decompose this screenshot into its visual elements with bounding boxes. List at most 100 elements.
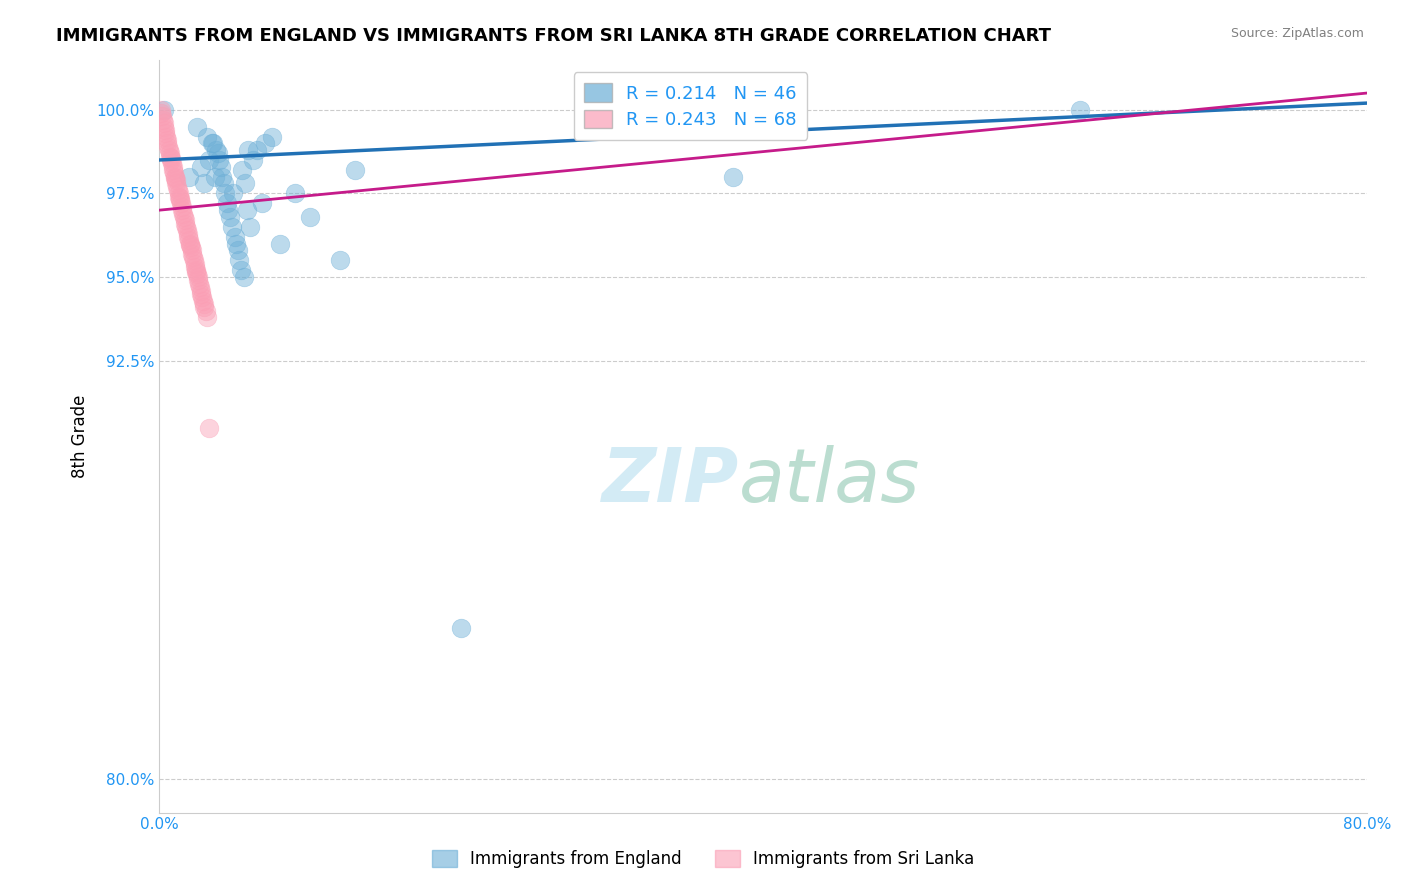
Point bbox=[202, 136, 225, 151]
Point bbox=[150, 110, 173, 124]
Point bbox=[187, 273, 209, 287]
Point bbox=[186, 267, 208, 281]
Point bbox=[214, 186, 236, 201]
Point bbox=[211, 169, 233, 184]
Point bbox=[215, 196, 238, 211]
Point bbox=[165, 177, 187, 191]
Point bbox=[198, 420, 221, 434]
Point bbox=[188, 277, 211, 291]
Point bbox=[329, 253, 352, 268]
Legend: R = 0.214   N = 46, R = 0.243   N = 68: R = 0.214 N = 46, R = 0.243 N = 68 bbox=[574, 72, 807, 140]
Point bbox=[162, 160, 184, 174]
Point bbox=[190, 160, 212, 174]
Point bbox=[239, 219, 262, 234]
Point bbox=[180, 244, 202, 258]
Point bbox=[183, 253, 205, 268]
Point bbox=[198, 153, 221, 167]
Point bbox=[298, 210, 321, 224]
Point bbox=[159, 151, 181, 165]
Point bbox=[193, 300, 215, 314]
Point bbox=[191, 290, 214, 304]
Point bbox=[163, 169, 186, 184]
Point bbox=[193, 297, 215, 311]
Point bbox=[219, 210, 242, 224]
Point bbox=[208, 153, 231, 167]
Point bbox=[179, 169, 201, 184]
Point bbox=[221, 219, 243, 234]
Point bbox=[149, 103, 172, 117]
Point bbox=[284, 186, 307, 201]
Point bbox=[167, 183, 190, 197]
Point bbox=[253, 136, 276, 151]
Point bbox=[169, 193, 191, 207]
Point bbox=[180, 240, 202, 254]
Point bbox=[167, 186, 190, 201]
Point bbox=[190, 284, 212, 298]
Legend: Immigrants from England, Immigrants from Sri Lanka: Immigrants from England, Immigrants from… bbox=[425, 843, 981, 875]
Point bbox=[187, 270, 209, 285]
Point bbox=[205, 143, 228, 157]
Point bbox=[184, 263, 207, 277]
Point bbox=[242, 153, 264, 167]
Point bbox=[195, 129, 218, 144]
Point bbox=[153, 126, 176, 140]
Point bbox=[201, 136, 224, 151]
Point bbox=[212, 177, 235, 191]
Point bbox=[204, 169, 226, 184]
Point bbox=[153, 120, 176, 134]
Point bbox=[165, 173, 187, 187]
Point bbox=[174, 217, 197, 231]
Point bbox=[190, 286, 212, 301]
Point bbox=[174, 219, 197, 234]
Point bbox=[225, 236, 247, 251]
Point bbox=[160, 156, 183, 170]
Point bbox=[152, 116, 174, 130]
Point bbox=[152, 112, 174, 127]
Point bbox=[250, 196, 273, 211]
Point bbox=[194, 303, 217, 318]
Point bbox=[1069, 103, 1091, 117]
Point bbox=[150, 106, 173, 120]
Point bbox=[236, 143, 259, 157]
Point bbox=[224, 230, 246, 244]
Point bbox=[179, 236, 201, 251]
Point bbox=[172, 203, 194, 218]
Point bbox=[156, 136, 179, 151]
Point bbox=[269, 236, 291, 251]
Point bbox=[155, 133, 177, 147]
Point bbox=[170, 196, 193, 211]
Point bbox=[169, 192, 191, 206]
Point bbox=[181, 250, 204, 264]
Point bbox=[166, 179, 188, 194]
Text: Source: ZipAtlas.com: Source: ZipAtlas.com bbox=[1230, 27, 1364, 40]
Point bbox=[721, 169, 744, 184]
Text: ZIP: ZIP bbox=[602, 445, 738, 517]
Point bbox=[235, 203, 257, 218]
Point bbox=[172, 206, 194, 220]
Point bbox=[177, 230, 200, 244]
Point bbox=[153, 123, 176, 137]
Point bbox=[170, 200, 193, 214]
Point bbox=[169, 190, 191, 204]
Point bbox=[233, 177, 256, 191]
Point bbox=[163, 166, 186, 180]
Point bbox=[181, 246, 204, 260]
Point bbox=[228, 253, 250, 268]
Point bbox=[159, 150, 181, 164]
Point bbox=[191, 293, 214, 308]
Point bbox=[450, 622, 472, 636]
Point bbox=[173, 210, 195, 224]
Point bbox=[195, 310, 218, 325]
Point bbox=[232, 270, 254, 285]
Point bbox=[246, 143, 269, 157]
Point bbox=[176, 223, 198, 237]
Point bbox=[188, 280, 211, 294]
Point bbox=[173, 213, 195, 227]
Point bbox=[186, 120, 208, 134]
Point bbox=[160, 153, 183, 167]
Point bbox=[183, 257, 205, 271]
Text: IMMIGRANTS FROM ENGLAND VS IMMIGRANTS FROM SRI LANKA 8TH GRADE CORRELATION CHART: IMMIGRANTS FROM ENGLAND VS IMMIGRANTS FR… bbox=[56, 27, 1052, 45]
Point bbox=[209, 160, 232, 174]
Point bbox=[179, 233, 201, 247]
Point bbox=[193, 177, 215, 191]
